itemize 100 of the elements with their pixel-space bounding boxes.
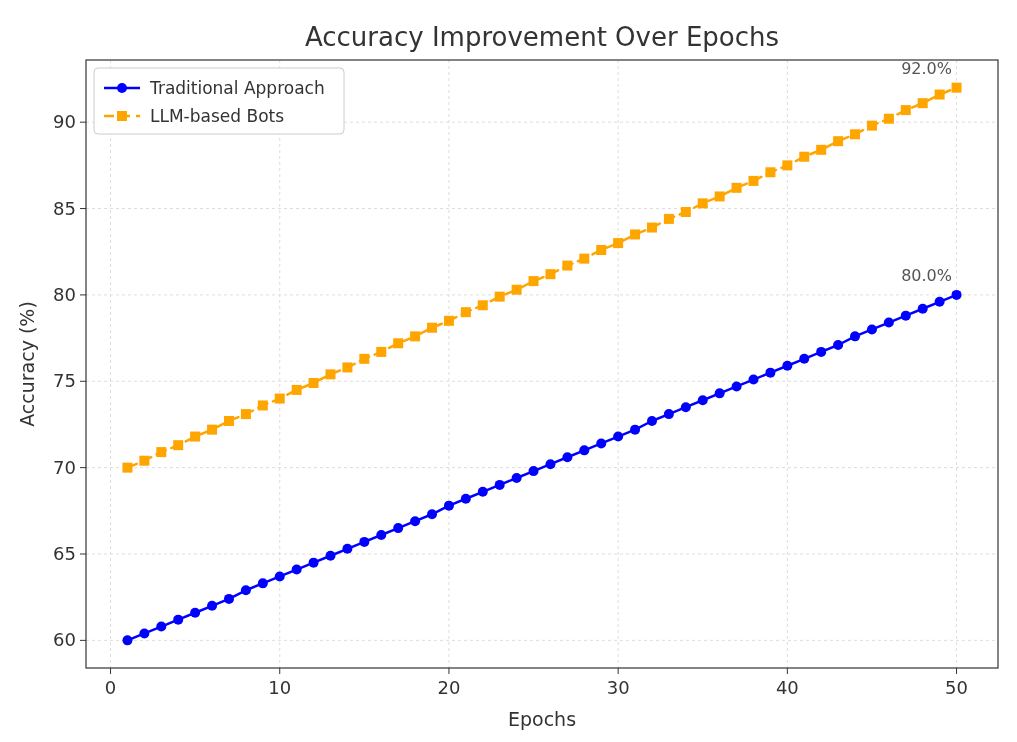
annotation: 80.0% xyxy=(901,265,952,285)
point xyxy=(460,493,471,504)
legend-label: Traditional Approach xyxy=(149,78,325,98)
point xyxy=(680,402,691,413)
point xyxy=(579,445,590,456)
point xyxy=(325,550,336,561)
point xyxy=(325,369,336,380)
point xyxy=(427,322,438,333)
point xyxy=(190,431,201,442)
point xyxy=(393,523,404,534)
point xyxy=(528,276,539,287)
point xyxy=(680,207,691,217)
point xyxy=(511,284,522,295)
point xyxy=(410,331,421,342)
point xyxy=(240,409,251,420)
point xyxy=(494,479,505,490)
point xyxy=(545,269,556,280)
point xyxy=(765,367,776,378)
point xyxy=(139,628,150,639)
point xyxy=(139,455,150,466)
point xyxy=(257,400,268,411)
y-tick-label: 75 xyxy=(53,370,76,392)
point xyxy=(477,486,488,497)
x-tick-label: 40 xyxy=(775,677,799,698)
y-axis-title: Accuracy (%) xyxy=(16,301,38,427)
point xyxy=(934,89,945,100)
point xyxy=(799,151,810,162)
point xyxy=(731,182,742,193)
point xyxy=(816,144,827,155)
x-tick-label: 50 xyxy=(945,677,968,698)
y-tick-label: 80 xyxy=(53,283,76,305)
chart-title: Accuracy Improvement Over Epochs xyxy=(304,22,780,52)
point xyxy=(833,340,844,350)
point xyxy=(866,120,877,131)
point xyxy=(359,353,370,364)
point xyxy=(883,317,894,328)
x-tick-label: 30 xyxy=(606,677,630,698)
point xyxy=(207,424,218,435)
point xyxy=(528,466,539,477)
point xyxy=(308,378,319,388)
point xyxy=(850,129,861,140)
point xyxy=(173,614,184,625)
point xyxy=(646,416,657,426)
point xyxy=(782,160,793,171)
point xyxy=(646,222,657,233)
point xyxy=(934,296,945,307)
point xyxy=(223,416,234,426)
point xyxy=(697,395,708,406)
point xyxy=(663,213,674,224)
point xyxy=(359,536,370,547)
point xyxy=(393,338,404,349)
x-tick-label: 20 xyxy=(437,677,461,698)
point xyxy=(816,346,827,357)
point xyxy=(122,462,133,473)
point xyxy=(342,543,353,554)
point xyxy=(190,607,201,618)
point xyxy=(748,374,759,385)
point xyxy=(900,310,911,321)
point xyxy=(122,635,133,646)
point xyxy=(291,564,302,575)
point xyxy=(173,440,184,451)
point xyxy=(342,362,353,373)
point xyxy=(207,600,218,611)
point xyxy=(748,175,759,186)
point xyxy=(613,238,624,249)
point xyxy=(663,409,674,420)
point xyxy=(274,393,285,404)
x-axis-title: Epochs xyxy=(507,708,577,730)
point xyxy=(917,303,928,314)
point xyxy=(697,198,708,209)
point xyxy=(443,315,454,326)
point xyxy=(291,384,302,395)
point xyxy=(613,431,624,442)
x-tick-label: 10 xyxy=(268,677,292,698)
point xyxy=(562,260,573,271)
point xyxy=(562,452,573,463)
point xyxy=(240,585,251,596)
point xyxy=(917,98,928,109)
point xyxy=(308,557,319,568)
point xyxy=(850,331,861,342)
point xyxy=(223,593,234,604)
point xyxy=(579,253,590,264)
point xyxy=(883,113,894,124)
point xyxy=(376,530,387,540)
point xyxy=(951,289,962,300)
point xyxy=(799,353,810,364)
point xyxy=(714,388,725,399)
point xyxy=(410,516,421,527)
point xyxy=(596,245,607,255)
point xyxy=(951,82,962,93)
point xyxy=(156,447,167,458)
x-tick-label: 0 xyxy=(104,677,117,698)
point xyxy=(511,473,522,483)
y-tick-label: 70 xyxy=(53,456,76,478)
point xyxy=(765,167,776,178)
y-tick-label: 85 xyxy=(53,197,76,219)
point xyxy=(731,381,742,392)
point xyxy=(900,105,911,116)
point xyxy=(545,459,556,470)
point xyxy=(477,300,488,311)
